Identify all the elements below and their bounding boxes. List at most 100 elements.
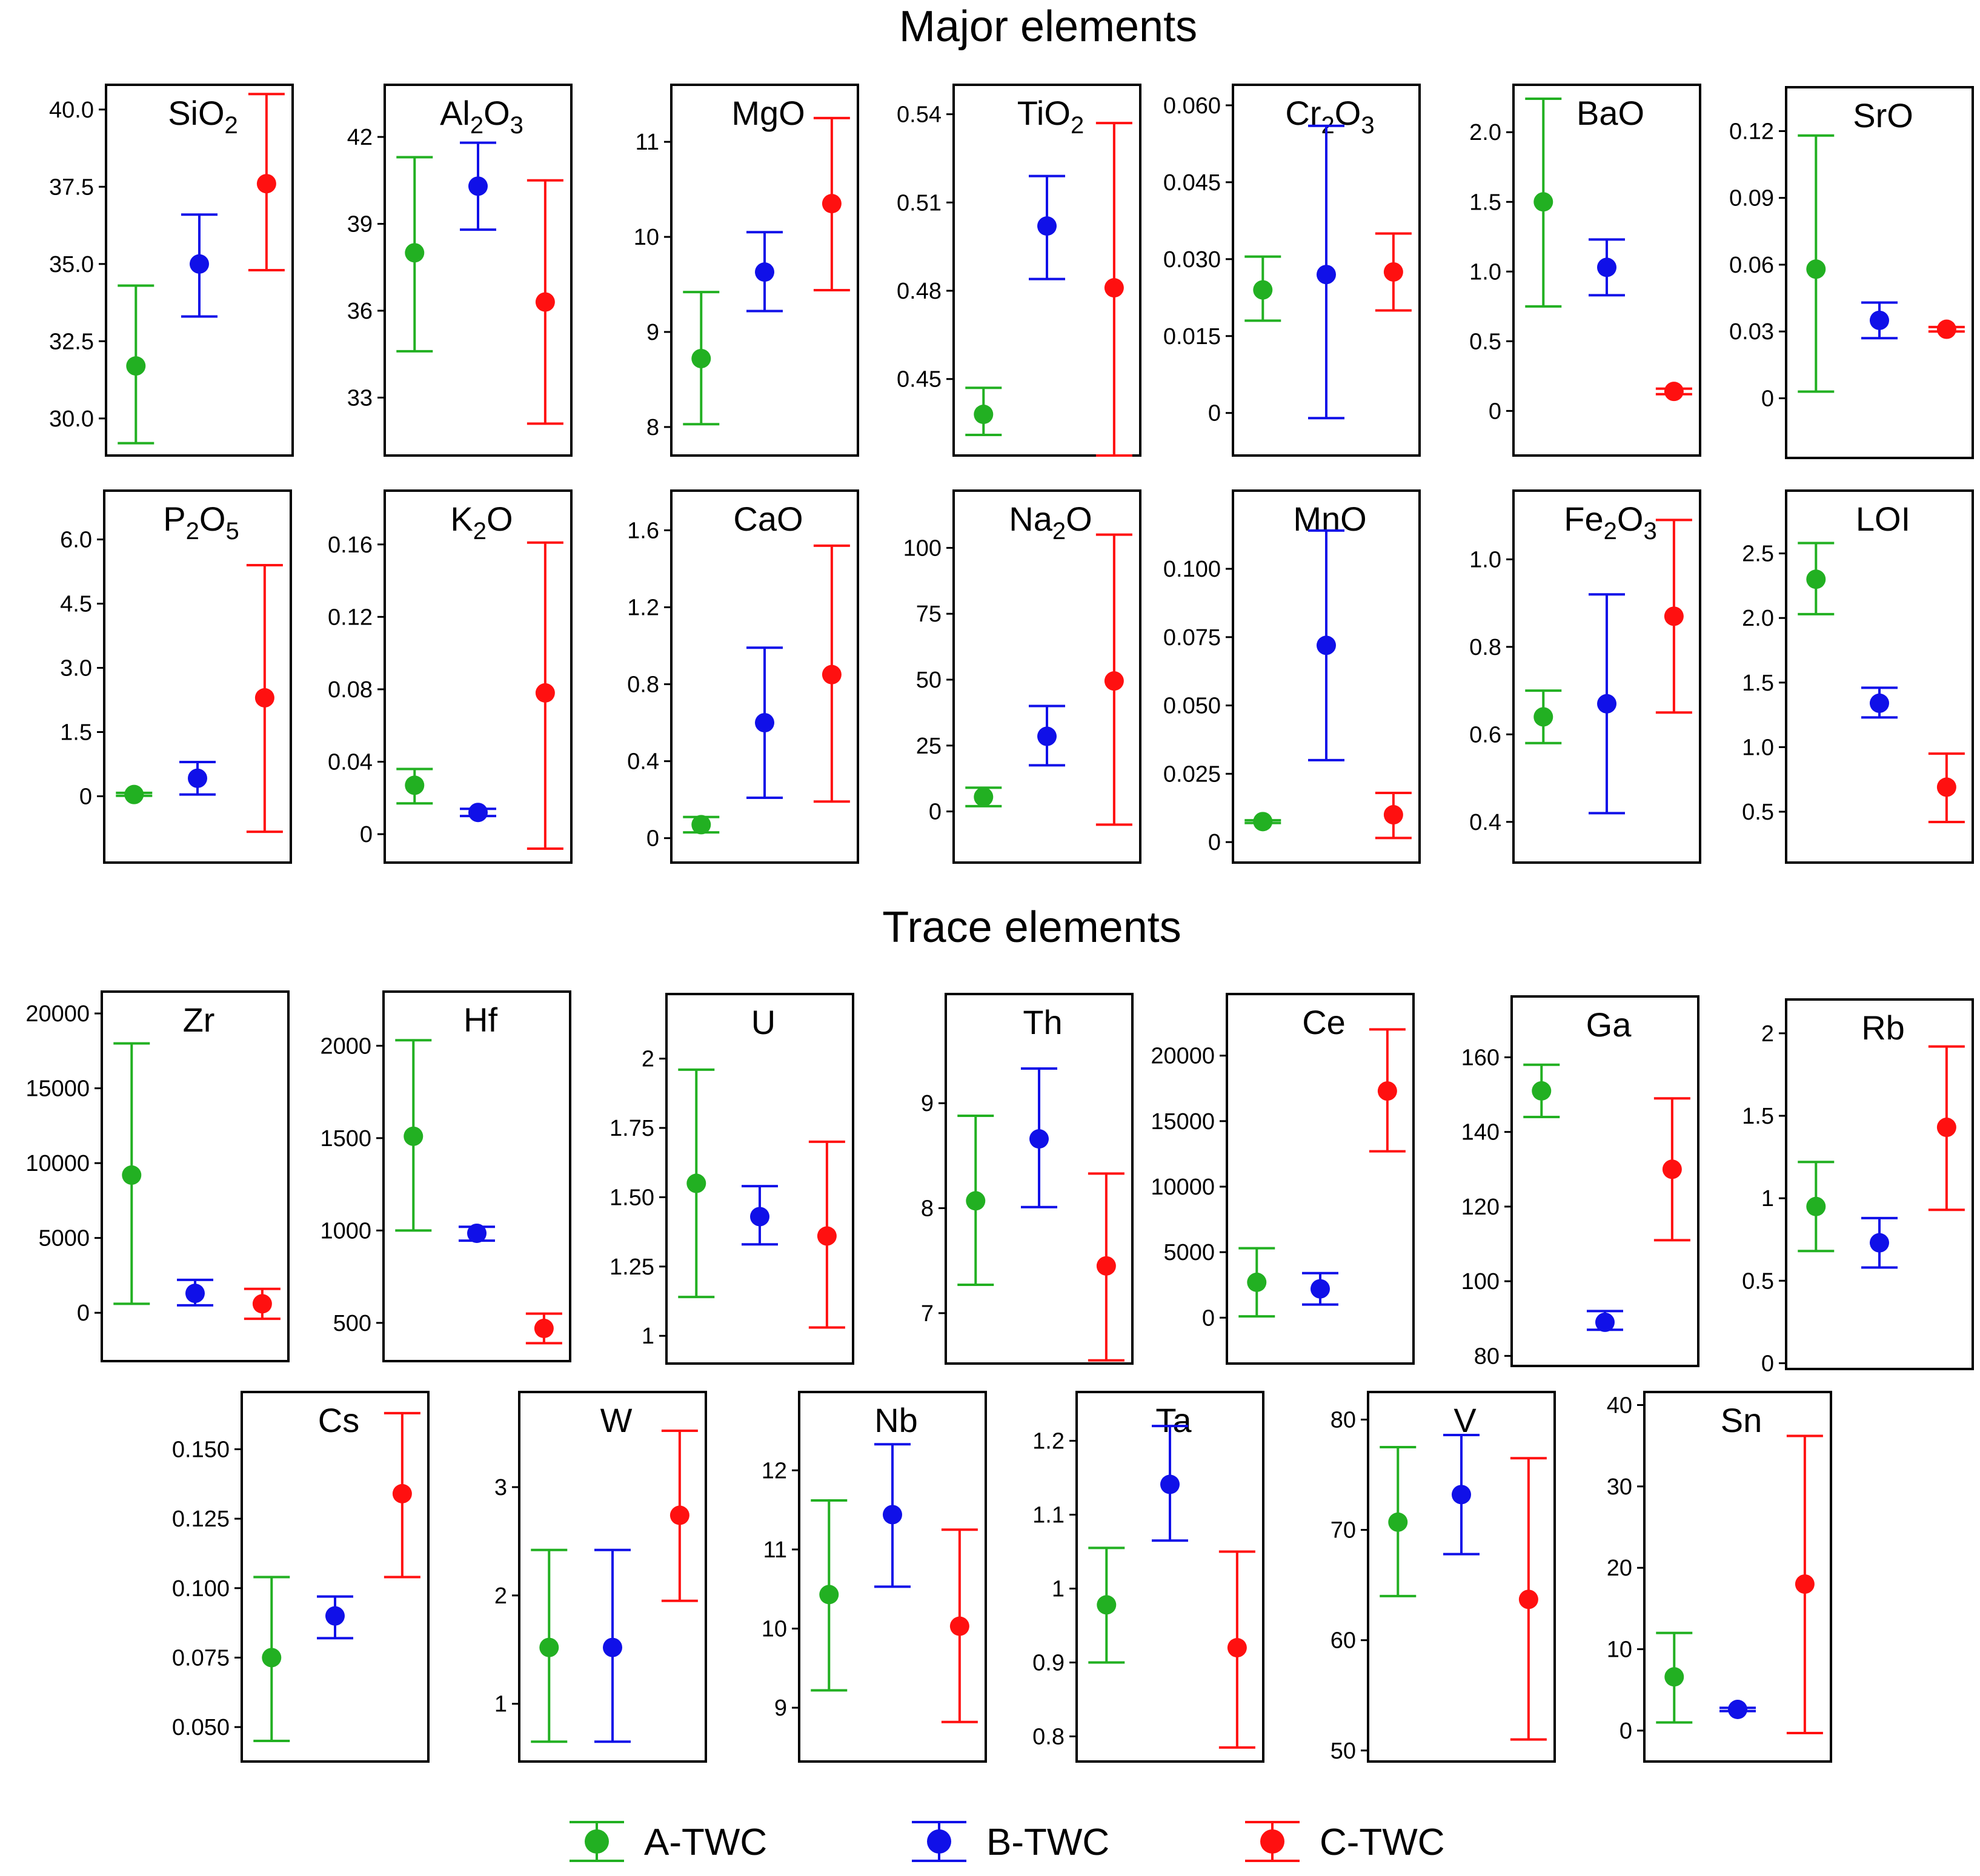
y-tick-label: 0	[77, 1301, 90, 1326]
y-tick-label: 0.08	[328, 677, 373, 703]
y-tick-label: 8	[646, 415, 659, 440]
errorbar-b-twc	[1308, 529, 1344, 761]
y-tick-label: 10	[762, 1617, 787, 1642]
panel-frame	[382, 990, 571, 1362]
mean-point	[1936, 1118, 1956, 1138]
y-tick-label: 2	[642, 1047, 654, 1072]
panel: SrO 0 0.03 0.06 0.09 0.12	[1729, 86, 1974, 459]
errorbar-b-twc	[1861, 1216, 1898, 1269]
errorbar-c-twc	[1653, 1097, 1690, 1242]
mean-point	[256, 174, 276, 194]
mean-point	[669, 1505, 689, 1525]
mean-point	[1104, 671, 1124, 691]
panel: MnO 0 0.025 0.050 0.075 0.100	[1163, 489, 1421, 864]
mean-point	[883, 1505, 902, 1525]
mean-point	[822, 194, 842, 214]
y-tick-label: 11	[763, 1537, 787, 1563]
errorbar-b-twc	[1302, 1271, 1338, 1306]
y-tick-label: 0	[1489, 399, 1501, 424]
legend-swatch-dot	[585, 1829, 609, 1854]
y-tick-label: 0	[929, 800, 942, 825]
errorbar-b-twc	[1719, 1700, 1756, 1720]
errorbar-b-twc	[594, 1548, 631, 1743]
mean-point	[1452, 1485, 1471, 1505]
errorbar-c-twc	[248, 93, 285, 271]
errorbar-b-twc	[460, 141, 496, 231]
mean-point	[1097, 1595, 1117, 1615]
errorbar-c-twc	[813, 544, 850, 803]
errorbar-c-twc	[1928, 1045, 1965, 1211]
y-tick-label: 35.0	[49, 252, 94, 277]
y-tick-label: 1.2	[1032, 1429, 1065, 1454]
y-tick-label: 7	[921, 1301, 934, 1327]
y-tick-label: 0	[1208, 830, 1221, 855]
y-tick-label: 11	[636, 130, 659, 155]
panel: W 1 2 3	[494, 1391, 707, 1763]
mean-point	[468, 803, 488, 823]
mean-point	[822, 665, 842, 684]
y-tick-label: 1.2	[627, 595, 659, 620]
panel: CaO 0 0.4 0.8 1.2 1.6	[627, 489, 859, 864]
mean-point	[325, 1606, 345, 1626]
mean-point	[1160, 1474, 1180, 1494]
legend-swatch-dot	[927, 1829, 951, 1854]
y-tick-label: 25	[916, 734, 942, 759]
errorbar-b-twc	[1861, 301, 1898, 340]
panel-title: W	[600, 1401, 633, 1439]
y-tick-label: 15000	[1151, 1109, 1215, 1135]
mean-point	[1037, 726, 1057, 746]
panel: K2O 0 0.04 0.08 0.12 0.16	[328, 489, 573, 864]
y-tick-label: 42	[347, 125, 373, 150]
errorbar-c-twc	[246, 563, 283, 834]
errorbar-c-twc	[1375, 791, 1412, 840]
mean-point	[750, 1207, 769, 1227]
errorbar-a-twc	[395, 1039, 432, 1232]
mean-point	[122, 1165, 142, 1185]
mean-point	[262, 1648, 282, 1668]
mean-point	[1870, 1233, 1889, 1253]
panel-title: Cr2O3	[1285, 94, 1374, 139]
errorbar-a-twc	[253, 1576, 290, 1743]
y-tick-label: 0.03	[1729, 319, 1774, 345]
y-tick-label: 39	[347, 212, 373, 237]
y-tick-label: 0.060	[1163, 93, 1221, 119]
y-tick-label: 0.045	[1163, 170, 1221, 196]
panel-title: Hf	[463, 1001, 497, 1039]
mean-point	[1317, 635, 1336, 655]
y-tick-label: 0.4	[1469, 810, 1501, 835]
mean-point	[1253, 812, 1273, 832]
y-tick-label: 9	[646, 320, 659, 345]
errorbar-c-twc	[1928, 319, 1965, 339]
errorbar-a-twc	[1525, 98, 1562, 308]
panel: Fe2O3 0.4 0.6 0.8 1.0	[1469, 489, 1701, 864]
panel-title: Na2O	[1009, 500, 1092, 545]
panel: SiO2 30.0 32.5 35.0 37.5 40.0	[49, 84, 294, 457]
mean-point	[603, 1637, 622, 1657]
errorbar-c-twc	[808, 1140, 845, 1329]
y-tick-label: 75	[916, 602, 942, 627]
y-tick-label: 1.0	[1469, 259, 1501, 285]
panel-title: Zr	[183, 1001, 215, 1039]
mean-point	[1936, 777, 1956, 797]
y-tick-label: 0.16	[328, 532, 373, 558]
mean-point	[405, 775, 425, 795]
errorbar-c-twc	[813, 116, 850, 291]
mean-point	[1311, 1279, 1330, 1299]
mean-point	[755, 713, 774, 733]
y-tick-label: 1.75	[610, 1116, 654, 1141]
mean-point	[1597, 257, 1616, 277]
y-tick-label: 0.45	[897, 367, 942, 393]
errorbar-c-twc	[941, 1528, 978, 1723]
y-tick-label: 1.0	[1469, 547, 1501, 572]
mean-point	[1662, 1159, 1682, 1179]
y-tick-label: 0.5	[1742, 1268, 1774, 1294]
errorbar-b-twc	[317, 1595, 353, 1640]
mean-point	[1383, 805, 1403, 825]
y-tick-label: 100	[903, 535, 942, 561]
mean-point	[1870, 693, 1889, 713]
panel: P2O5 0 1.5 3.0 4.5 6.0	[60, 489, 292, 864]
panel-title: BaO	[1576, 94, 1644, 132]
y-tick-label: 0.015	[1163, 324, 1221, 350]
panel-title: SrO	[1853, 96, 1913, 134]
mean-point	[1806, 569, 1826, 589]
